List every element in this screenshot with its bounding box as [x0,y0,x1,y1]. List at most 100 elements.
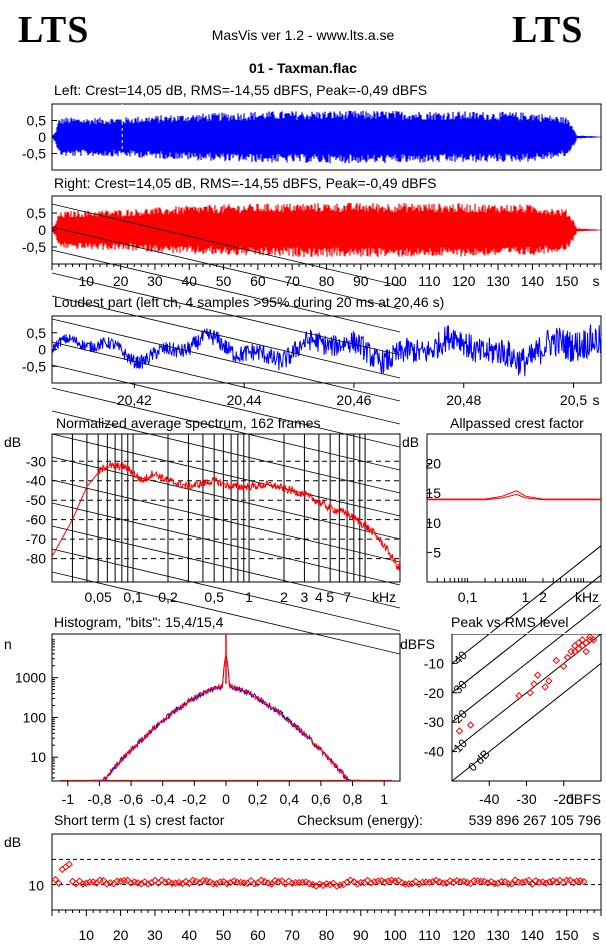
y-tick-label: -40 [26,473,46,489]
x-tick-label: 40 [181,927,197,943]
slope-line [51,479,401,563]
crest-point [367,879,375,887]
histogram-title: Histogram, "bits": 15,4/15,4 [54,614,224,630]
logo-left: LTS [18,9,90,51]
spectrum-panel: -30 -40 -50 -60 -70 -80 0,05 0,1 0,2 0,5 1 2 3 4 5 7 kHz [26,203,401,655]
slope-line [51,502,401,586]
logo-right: LTS [512,9,584,51]
y-tick-label: 0 [38,129,46,145]
peak-rms-point [466,721,475,729]
slope-line [51,226,401,310]
crest-point [580,878,588,886]
peak-rms-point [586,633,594,641]
y-tick-label: 10 [425,515,441,531]
crest-point [79,880,87,888]
crest-point [549,877,557,885]
y-tick-label: 20 [425,456,441,472]
y-tick-label: -0,5 [22,146,46,162]
crest-point [319,881,327,890]
crest-point [223,880,231,888]
crest-point [566,876,574,884]
peak-rms-point [526,689,534,697]
x-tick-label: 7 [343,589,351,605]
crest-point [216,878,224,886]
y-tick-label: -70 [26,531,46,547]
x-tick-label: 130 [486,927,510,943]
x-tick-label: 5 [326,589,334,605]
spectrum-title: Normalized average spectrum, 162 frames [56,415,321,431]
crest-point [518,878,526,887]
slope-line [51,456,401,540]
crest-point [569,878,578,887]
peak-rms-point [455,727,464,735]
crest-point [336,881,344,889]
waveform-trace [52,203,601,258]
x-tick-label: 20 [113,273,129,289]
x-tick-label: 20,48 [446,392,481,408]
y-tick-label: 100 [23,709,47,725]
crest-point [123,876,132,885]
crest-point [484,879,492,887]
loudest-part-title: Loudest part (left ch, 4 samples >95% du… [54,294,444,310]
loudest-part-panel: 0,50-0,5 20,42 20,44 20,46 20,48 20,5 s [22,315,602,408]
y-tick-label: -10 [424,655,444,671]
x-tick-label: 50 [216,273,232,289]
x-tick-label: 110 [418,273,441,289]
crest-point [230,877,238,885]
x-tick-label: -30 [516,791,536,807]
crest-point [432,876,441,885]
crest-point [449,878,458,887]
crest-point [151,876,159,885]
x-tick-label: 1 [522,589,530,605]
spectrum-curve [51,460,401,571]
x-tick-label: 20,42 [117,392,152,408]
diagonal-label: 30 [451,677,471,697]
crest-point [425,878,434,887]
diagonal-label: 0 dB [465,747,492,774]
slope-line [51,571,401,655]
crest-point [384,877,392,885]
diagonal-label: 10 [451,736,471,756]
x-tick-label: 70 [284,273,300,289]
x-tick-label: 30 [147,273,163,289]
crest-point [405,880,413,888]
x-tick-label: 120 [452,927,476,943]
crest-point [429,877,437,886]
crest-point [212,880,221,888]
y-tick-label: 5 [433,544,441,560]
crest-point [65,860,73,869]
left-waveform-panel: 0,50-0,5 [22,103,602,171]
x-tick-label: 100 [383,927,407,943]
crest-point [333,882,341,890]
crest-point [144,880,152,888]
y-tick-label: 0,5 [27,325,47,341]
y-tick-label: -30 [26,453,46,469]
x-tick-label: 80 [319,273,335,289]
crest-point [556,876,564,885]
crest-point [281,880,290,888]
y-tick-label: 0 [38,342,46,358]
peak-rms-point [552,656,561,665]
x-tick-label: 0,05 [85,589,112,605]
y-tick-label: 0 [38,222,46,238]
x-tick-label: 90 [353,927,369,943]
y-tick-label: 15 [425,485,441,501]
x-tick-label: 0,2 [158,589,178,605]
x-tick-label: 0,4 [280,791,300,807]
crest-point [75,877,84,885]
crest-point [127,879,135,887]
x-tick-label: 1 [380,791,388,807]
x-tick-label: 150 [555,927,579,943]
slope-line [51,249,401,333]
crest-point [573,877,581,885]
y-tick-label: 0,5 [27,205,47,221]
crest-point [326,880,334,889]
slope-line [51,525,401,609]
plot-frame [51,433,401,583]
x-tick-label: 60 [250,927,266,943]
crest-curve-right [427,493,601,501]
app-title: MasVis ver 1.2 - www.lts.a.se [211,27,395,43]
crest-point [161,878,169,887]
x-tick-label: 90 [353,273,369,289]
